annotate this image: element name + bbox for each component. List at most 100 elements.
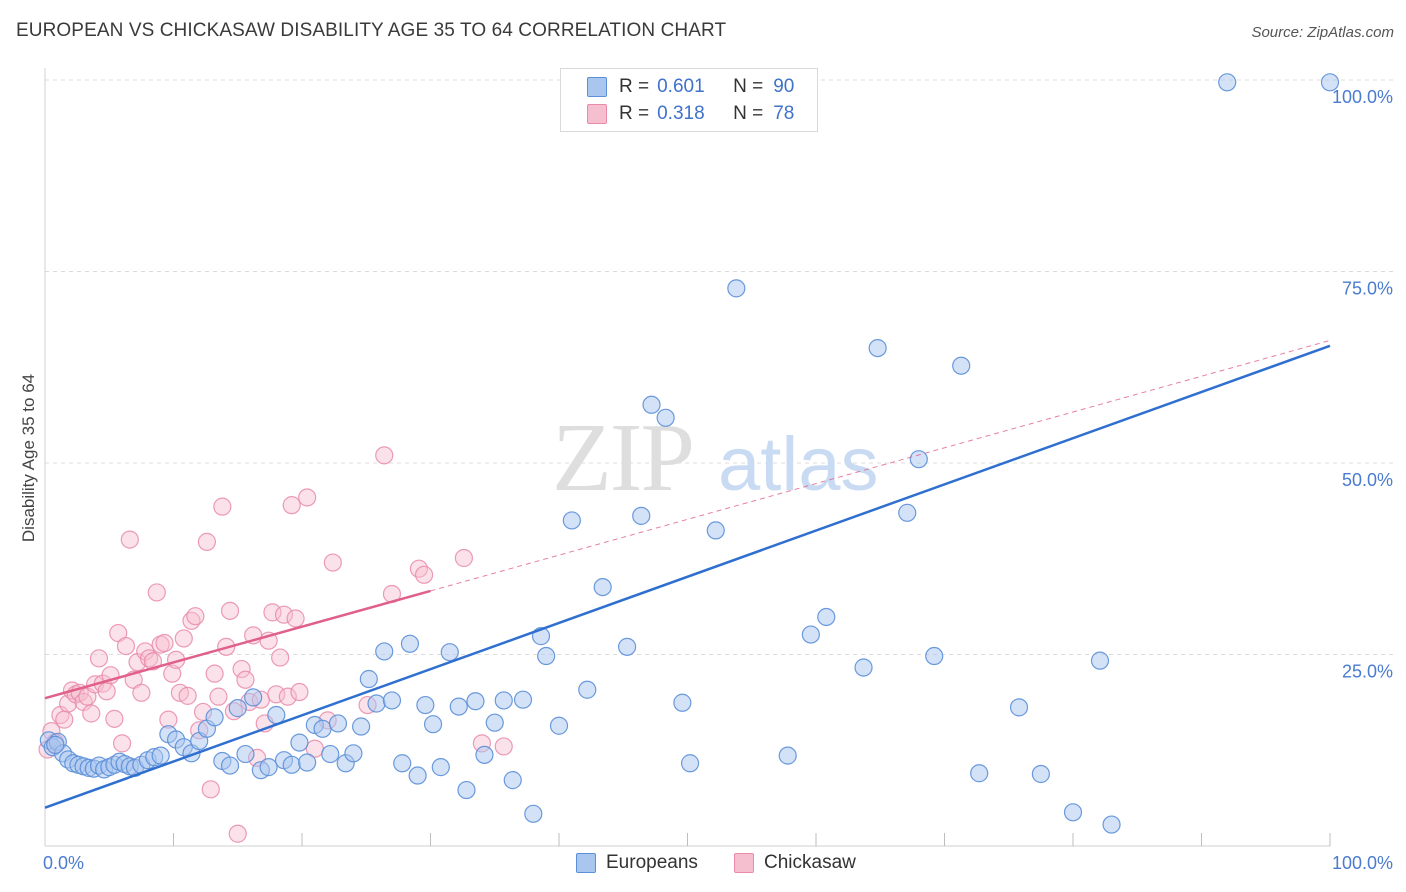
chickasaw-point <box>112 734 132 753</box>
europeans-point <box>475 745 494 764</box>
chickasaw-point <box>414 565 434 584</box>
bottom-legend-label-europeans: Europeans <box>606 852 698 873</box>
chickasaw-point <box>286 609 305 628</box>
europeans-point <box>344 744 363 763</box>
axes <box>44 68 1331 847</box>
chickasaw-point <box>375 446 394 465</box>
europeans-point <box>642 395 661 414</box>
chart-title: EUROPEAN VS CHICKASAW DISABILITY AGE 35 … <box>16 20 727 41</box>
europeans-point <box>298 753 317 772</box>
europeans-point <box>400 634 420 653</box>
legend-europeans-n: 90 <box>773 76 795 97</box>
europeans-point <box>259 758 278 777</box>
legend-row-europeans: R = 0.601 N = 90 <box>587 75 794 99</box>
chickasaw-point <box>82 704 101 723</box>
europeans-point <box>1102 815 1121 834</box>
legend-r-label: R = <box>619 103 650 124</box>
europeans-point <box>485 713 504 732</box>
europeans-point <box>205 708 224 727</box>
europeans-point <box>321 744 340 764</box>
trendlines <box>44 339 1331 809</box>
europeans-point <box>457 780 476 800</box>
bottom-legend-label-chickasaw: Chickasaw <box>764 852 856 873</box>
chickasaw-point <box>323 553 342 572</box>
legend-swatch-europeans <box>587 77 607 97</box>
europeans-point <box>909 450 928 469</box>
europeans-point <box>778 746 797 765</box>
europeans-point <box>1009 698 1029 717</box>
bottom-legend-swatch-europeans <box>576 853 596 873</box>
watermark-atlas: atlas <box>718 422 879 507</box>
europeans-point <box>359 669 378 689</box>
x-tick-label-max: 100.0% <box>1332 853 1393 873</box>
chickasaw-point <box>197 532 217 551</box>
chickasaw-point <box>155 633 174 653</box>
europeans-point <box>817 607 836 627</box>
chickasaw-point <box>132 683 151 702</box>
europeans-point <box>618 637 637 656</box>
chickasaw-point <box>274 605 294 624</box>
chickasaw-point <box>163 664 182 683</box>
europeans-point <box>925 646 944 666</box>
europeans-point <box>801 625 820 644</box>
europeans-point <box>1063 803 1083 822</box>
europeans-point <box>578 680 597 699</box>
europeans-point <box>1218 73 1237 92</box>
x-tick-label-min: 0.0% <box>43 853 84 873</box>
bottom-legend-swatch-chickasaw <box>734 853 754 873</box>
chickasaw-point <box>147 583 166 602</box>
europeans-point <box>352 717 371 736</box>
europeans-point <box>1320 73 1340 92</box>
europeans-trendline <box>44 344 1331 809</box>
europeans-point <box>1090 651 1110 670</box>
chickasaw-point <box>271 648 290 667</box>
tick-labels: 25.0% 50.0% 75.0% 100.0% 0.0% 100.0% <box>43 87 1393 873</box>
europeans-point <box>656 408 675 427</box>
europeans-point <box>524 804 543 823</box>
europeans-point <box>408 766 427 785</box>
chickasaw-trendline-dashed <box>430 339 1331 592</box>
europeans-point <box>513 690 533 709</box>
y-axis-label: Disability Age 35 to 64 <box>19 374 38 542</box>
chickasaw-point <box>209 687 228 706</box>
bottom-legend-chickasaw: Chickasaw <box>734 852 856 874</box>
chickasaw-point <box>236 670 255 689</box>
chickasaw-point <box>290 682 309 702</box>
legend-n-label: N = <box>733 76 764 97</box>
chickasaw-point <box>178 686 197 705</box>
europeans-point <box>220 756 240 775</box>
legend-europeans-r: 0.601 <box>657 76 705 97</box>
europeans-point <box>537 646 556 666</box>
europeans-point <box>952 356 971 375</box>
europeans-point <box>282 755 301 774</box>
europeans-point <box>466 692 485 711</box>
europeans-point <box>46 735 65 754</box>
source-credit: Source: ZipAtlas.com <box>1251 24 1394 41</box>
chickasaw-point <box>120 530 139 549</box>
legend-n-label: N = <box>733 103 764 124</box>
europeans-point <box>313 719 332 738</box>
europeans-point <box>328 714 348 733</box>
chickasaw-point <box>267 685 286 704</box>
chickasaw-point <box>298 488 317 507</box>
legend-r-label: R = <box>619 76 650 97</box>
chickasaw-point <box>454 548 474 568</box>
legend-swatch-chickasaw <box>587 104 607 124</box>
legend-row-chickasaw: R = 0.318 N = 78 <box>587 102 794 126</box>
chickasaw-point <box>278 687 297 706</box>
legend: R = 0.601 N = 90 R = 0.318 N = 78 <box>560 68 818 132</box>
europeans-point <box>706 521 725 540</box>
bottom-legend: Europeans Chickasaw <box>0 852 1406 878</box>
europeans-point <box>868 339 887 358</box>
europeans-point <box>562 511 581 530</box>
chickasaw-point <box>213 497 232 516</box>
europeans-point <box>290 733 309 752</box>
chickasaw-point <box>228 824 247 843</box>
europeans-point <box>449 697 468 716</box>
europeans-point <box>267 705 286 725</box>
chickasaw-point <box>282 496 301 515</box>
europeans-point <box>382 691 402 710</box>
chickasaw-point <box>116 636 136 656</box>
europeans-point <box>440 643 459 662</box>
